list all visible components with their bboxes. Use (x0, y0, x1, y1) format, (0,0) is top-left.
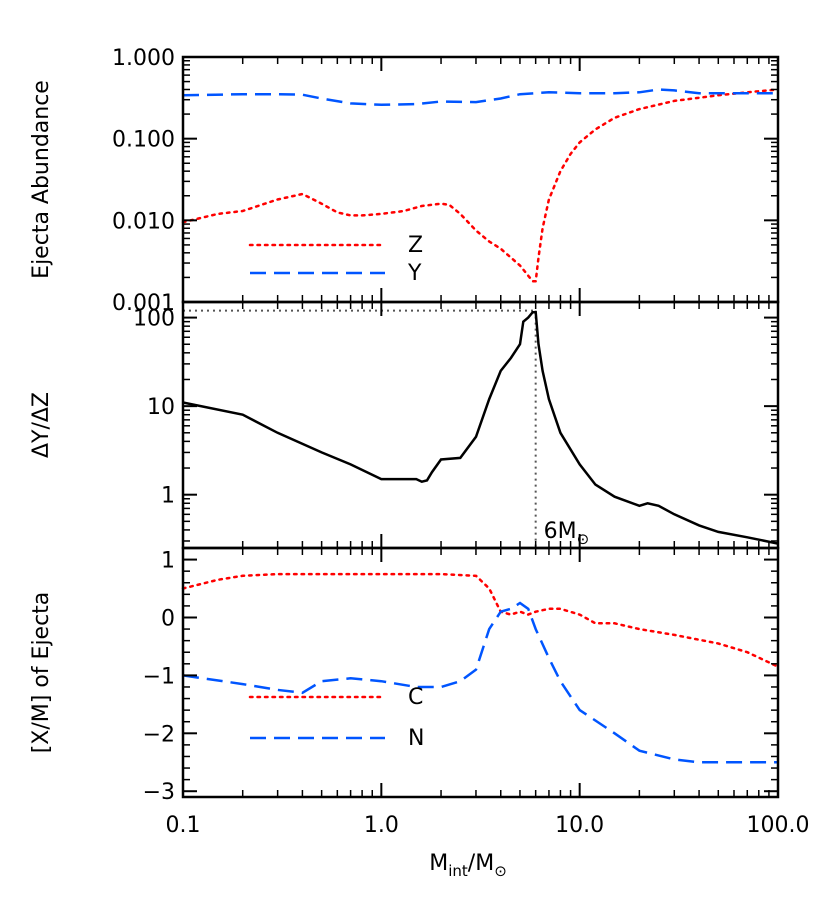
y-tick-label: −2 (143, 722, 175, 747)
annotation-text: 6M (544, 519, 577, 544)
legend-label-Y: Y (407, 261, 422, 286)
series-C-line (181, 572, 780, 668)
series-N-line (182, 601, 778, 764)
y-tick-label: −1 (143, 664, 175, 689)
y-tick-label: 1 (161, 484, 175, 509)
x-tick-label: 10.0 (555, 813, 604, 838)
y-axis-title: [X/M] of Ejecta (29, 592, 54, 754)
y-tick-label: −3 (143, 780, 175, 805)
x-label-base: M (429, 851, 448, 876)
x-label-sub: int (448, 862, 468, 880)
panel-dydz: 1 10 100 ΔY/ΔZ 6M⊙ (29, 300, 780, 550)
y-tick-label: 1 (161, 549, 175, 574)
y-tick-label: 100 (133, 307, 175, 332)
x-axis-title: Mint/M⊙ (429, 851, 507, 880)
y-tick-label: 10 (147, 395, 175, 420)
plot-frame (181, 55, 780, 304)
x-tick-label: 1.0 (364, 813, 399, 838)
annotation-label: 6M⊙ (544, 519, 590, 548)
series-Z-line (181, 88, 780, 283)
y-tick-label: 0.001 (112, 291, 175, 316)
panel-abundance: 0.001 0.010 0.100 1.000 Ejecta Abundance ZY (29, 46, 780, 316)
legend-label-Z: Z (408, 233, 423, 258)
x-tick-label: 0.1 (166, 813, 201, 838)
svg-text:Mint/M⊙: Mint/M⊙ (429, 851, 507, 880)
plot-frame (181, 546, 780, 799)
y-tick-label: 0.010 (112, 209, 175, 234)
series-dydz-line (182, 310, 779, 545)
y-axis-title: Ejecta Abundance (29, 80, 54, 279)
legend-label-C: C (408, 685, 423, 710)
x-label-sun: ⊙ (494, 862, 507, 880)
annotation-sun-symbol: ⊙ (577, 530, 590, 548)
panel-xm: −3 −2 −1 0 1 0.1 1.0 10.0 100.0 [X/M] of Ejecta CN (29, 546, 810, 838)
legend-label-N: N (408, 726, 424, 751)
y-tick-label: 0.100 (112, 128, 175, 153)
series-Y-line (182, 88, 778, 107)
y-axis-title: ΔY/ΔZ (29, 392, 54, 458)
y-tick-label: 1.000 (112, 46, 175, 71)
y-tick-label: 0 (161, 606, 175, 631)
x-tick-label: 100.0 (747, 813, 810, 838)
x-label-mid: /M (468, 851, 494, 876)
